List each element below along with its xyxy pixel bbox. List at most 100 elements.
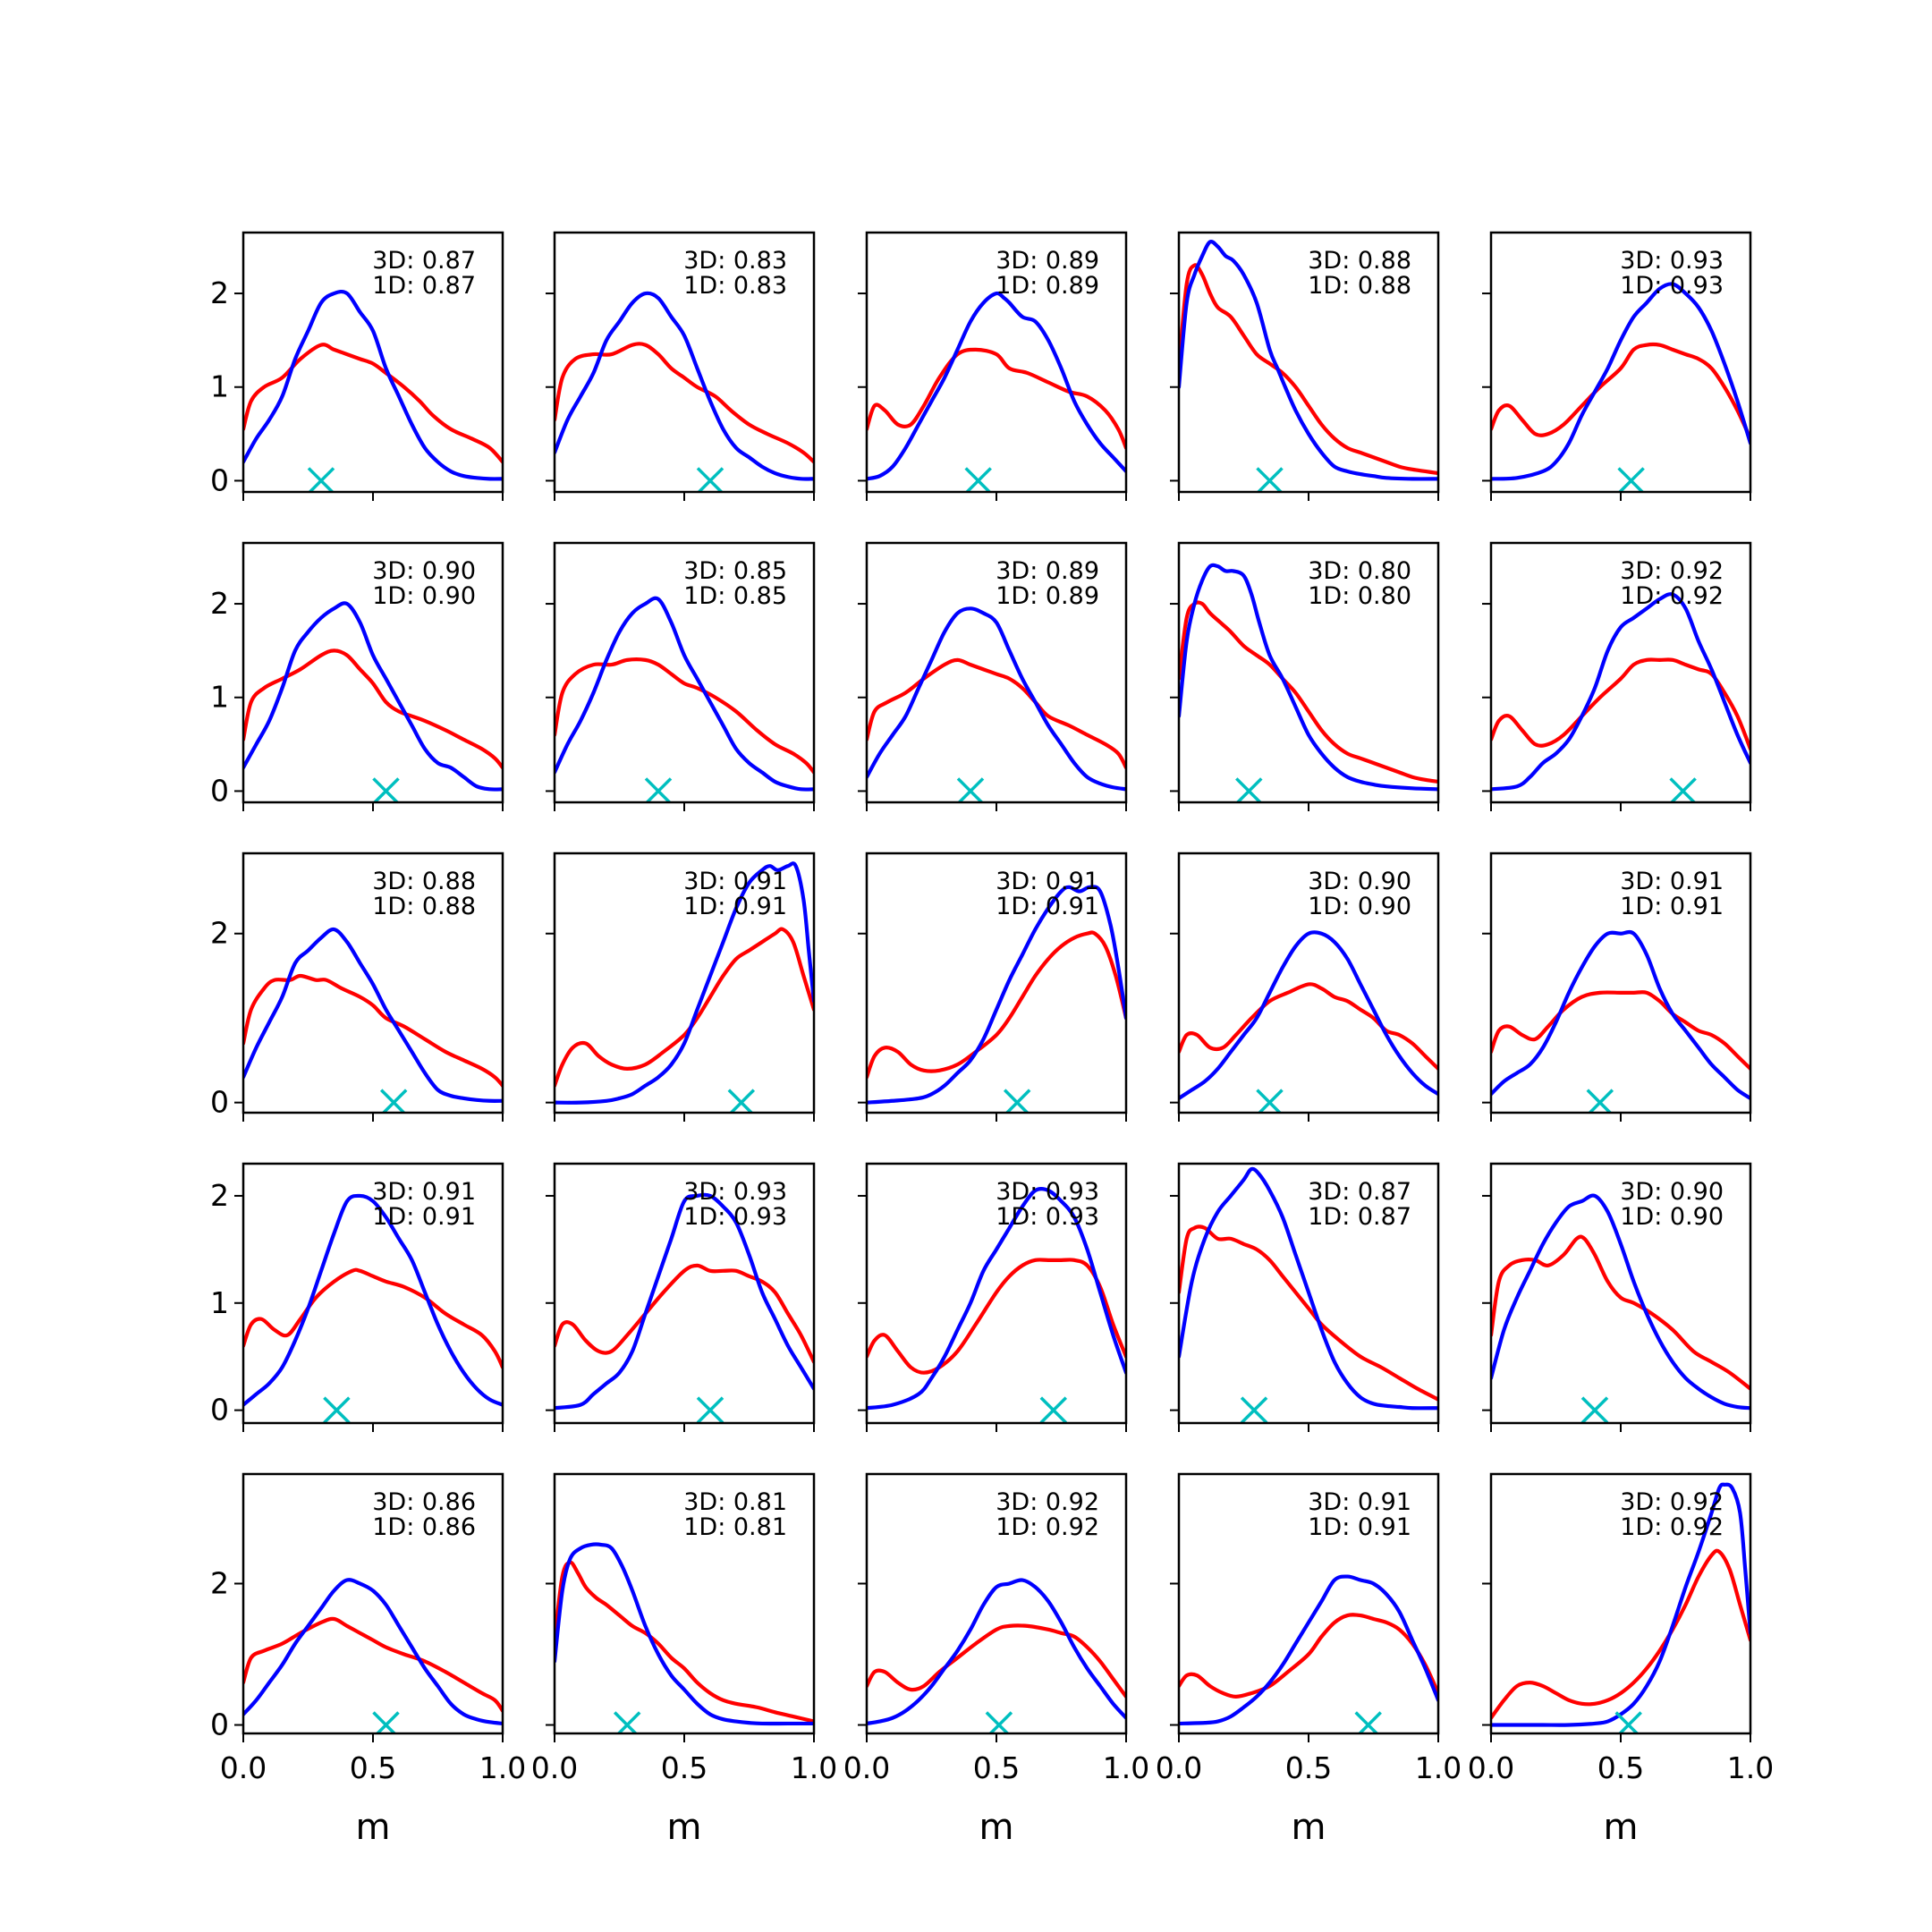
plot-area <box>555 861 814 1113</box>
plot-area <box>1179 1166 1438 1423</box>
ytick-label: 2 <box>210 916 229 951</box>
cross-marker <box>372 777 400 802</box>
plot-area <box>1179 1574 1438 1733</box>
score-annotation: 3D: 0.91 <box>1308 1488 1411 1516</box>
score-annotation: 3D: 0.80 <box>1308 557 1411 585</box>
plot-area <box>1491 929 1750 1113</box>
xtick-label: 0.0 <box>843 1750 890 1785</box>
score-annotation: 3D: 0.90 <box>372 557 476 585</box>
score-annotation: 1D: 0.92 <box>1620 1513 1724 1541</box>
score-annotation: 1D: 0.93 <box>1620 272 1724 300</box>
cross-marker <box>1240 1396 1268 1423</box>
blue-line <box>1491 1482 1750 1727</box>
score-annotation: 3D: 0.89 <box>996 247 1099 275</box>
plot-area <box>1491 1482 1750 1733</box>
xtick-label: 0.0 <box>220 1750 267 1785</box>
score-annotation: 3D: 0.93 <box>996 1178 1099 1206</box>
xtick-label: 0.0 <box>531 1750 578 1785</box>
plot-area <box>243 289 503 492</box>
x-axis-label: m <box>356 1807 391 1848</box>
cross-marker <box>696 1396 724 1423</box>
cross-marker <box>696 467 724 492</box>
plot-area <box>555 1192 814 1423</box>
score-annotation: 3D: 0.88 <box>372 868 476 895</box>
score-annotation: 3D: 0.93 <box>683 1178 787 1206</box>
score-annotation: 1D: 0.91 <box>1620 893 1724 920</box>
blue-line <box>1179 930 1438 1101</box>
blue-line <box>555 1192 814 1411</box>
plot-area <box>243 1193 503 1423</box>
xtick-label: 1.0 <box>1415 1750 1462 1785</box>
score-annotation: 1D: 0.90 <box>372 582 476 610</box>
plot-area <box>1491 1193 1750 1423</box>
plot-area <box>555 596 814 802</box>
blue-line <box>1179 1166 1438 1411</box>
blue-line <box>1179 563 1438 792</box>
score-annotation: 3D: 0.93 <box>1620 247 1724 275</box>
plot-area <box>867 1578 1126 1733</box>
xtick-label: 0.0 <box>1156 1750 1202 1785</box>
blue-line <box>243 289 503 481</box>
score-annotation: 1D: 0.89 <box>996 272 1099 300</box>
x-axis-label: m <box>1292 1807 1326 1848</box>
red-line <box>867 930 1126 1080</box>
plot-area <box>243 927 503 1113</box>
blue-line <box>555 1542 814 1726</box>
score-annotation: 3D: 0.85 <box>683 557 787 585</box>
red-line <box>867 1258 1126 1375</box>
red-line <box>243 343 503 464</box>
blue-line <box>867 1186 1126 1411</box>
plot-area <box>867 606 1126 802</box>
cross-marker <box>1669 777 1697 802</box>
score-annotation: 1D: 0.93 <box>996 1203 1099 1231</box>
cross-marker <box>727 1089 756 1113</box>
blue-line <box>867 291 1126 481</box>
score-annotation: 3D: 0.89 <box>996 557 1099 585</box>
xtick-label: 0.5 <box>661 1750 708 1785</box>
red-line <box>1179 263 1438 476</box>
cross-marker <box>1235 777 1263 802</box>
cross-marker <box>964 467 992 492</box>
red-line <box>243 1616 503 1713</box>
red-line <box>243 648 503 770</box>
score-annotation: 3D: 0.87 <box>1308 1178 1411 1206</box>
ytick-label: 0 <box>210 1393 229 1428</box>
cross-marker <box>1039 1396 1068 1423</box>
score-annotation: 3D: 0.90 <box>1308 868 1411 895</box>
score-annotation: 1D: 0.91 <box>372 1203 476 1231</box>
blue-line <box>1491 592 1750 792</box>
score-annotation: 1D: 0.91 <box>996 893 1099 920</box>
red-line <box>243 1267 503 1369</box>
cross-marker <box>323 1396 351 1423</box>
score-annotation: 3D: 0.83 <box>683 247 787 275</box>
x-axis-label: m <box>667 1807 702 1848</box>
red-line <box>1179 1613 1438 1699</box>
blue-line <box>1179 239 1438 481</box>
score-annotation: 1D: 0.88 <box>1308 272 1411 300</box>
plot-area <box>867 885 1126 1113</box>
plot-area <box>243 601 503 802</box>
red-line <box>555 342 814 464</box>
score-annotation: 3D: 0.91 <box>372 1178 476 1206</box>
score-annotation: 1D: 0.87 <box>372 272 476 300</box>
blue-line <box>867 606 1126 792</box>
xtick-label: 1.0 <box>479 1750 526 1785</box>
blue-line <box>243 601 503 792</box>
ytick-label: 1 <box>210 369 229 404</box>
blue-line <box>555 291 814 481</box>
red-line <box>867 657 1126 770</box>
score-annotation: 1D: 0.93 <box>683 1203 787 1231</box>
